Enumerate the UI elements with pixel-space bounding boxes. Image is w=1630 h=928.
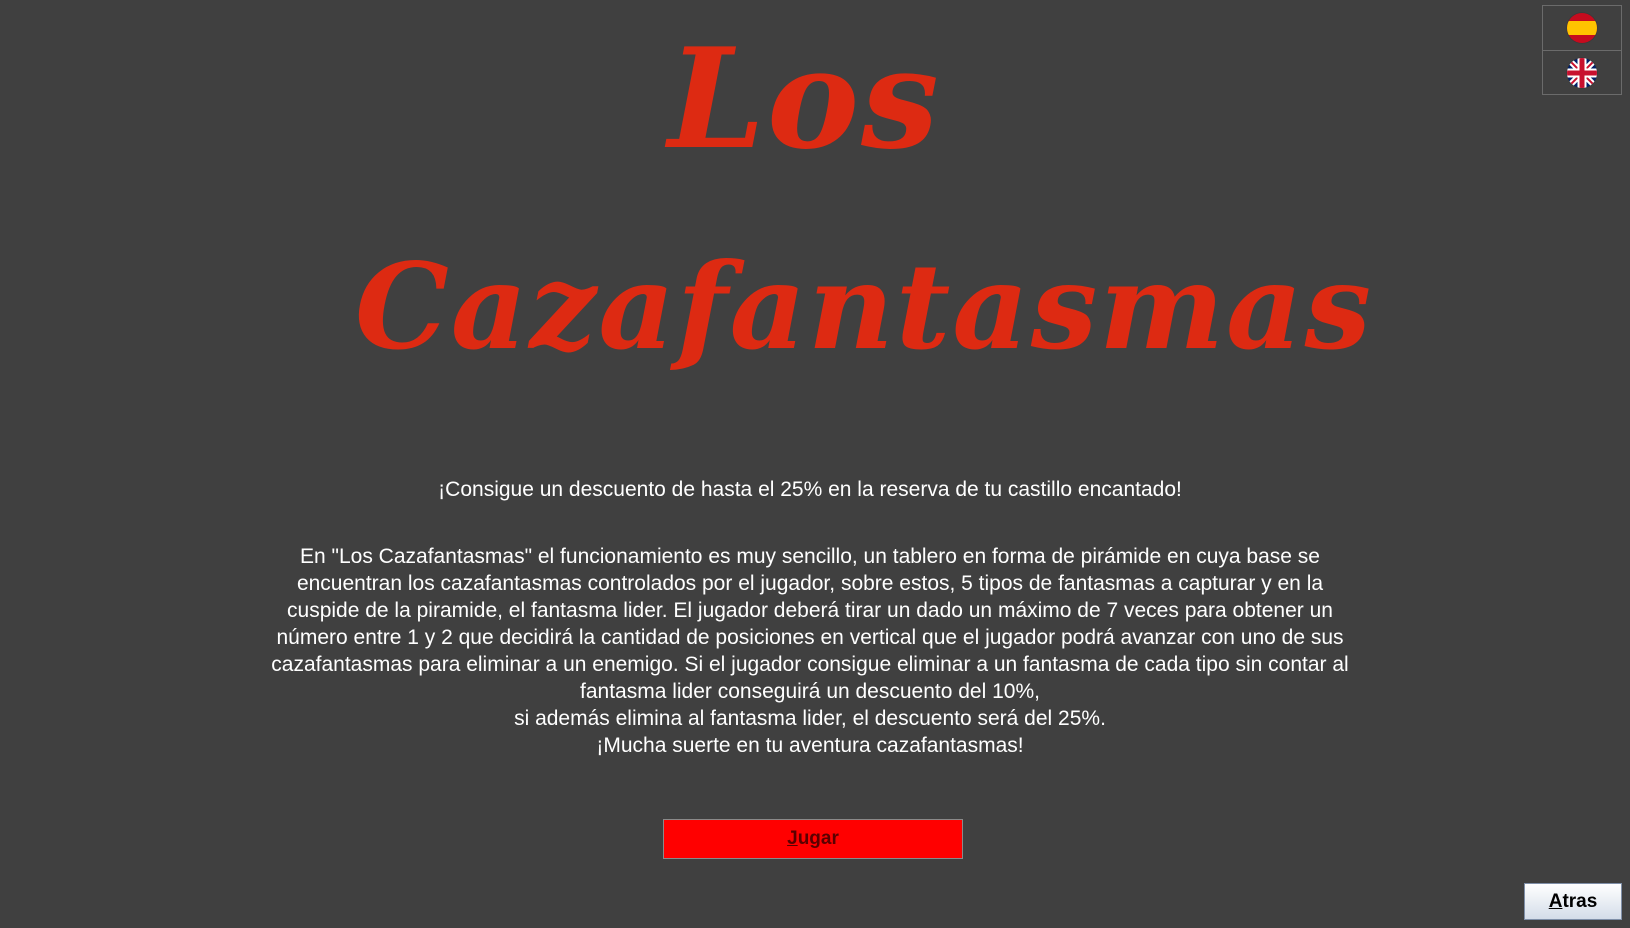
back-button-mnemonic: A bbox=[1548, 891, 1563, 912]
language-selector bbox=[1542, 5, 1622, 95]
play-button-mnemonic: J bbox=[787, 828, 798, 849]
page-title-line-2: Cazafantasmas bbox=[355, 237, 1373, 376]
back-button[interactable]: Atras bbox=[1524, 883, 1622, 920]
game-description: En "Los Cazafantasmas" el funcionamiento… bbox=[270, 543, 1350, 759]
description-paragraph: ¡Mucha suerte en tu aventura cazafantasm… bbox=[596, 734, 1024, 757]
play-button[interactable]: Jugar bbox=[663, 819, 963, 859]
page-title-line-1: Los bbox=[668, 17, 941, 180]
language-english-button[interactable] bbox=[1543, 51, 1621, 95]
play-button-label: ugar bbox=[797, 828, 839, 849]
language-spanish-button[interactable] bbox=[1543, 6, 1621, 51]
description-paragraph: si además elimina al fantasma lider, el … bbox=[514, 707, 1106, 730]
promo-text: ¡Consigue un descuento de hasta el 25% e… bbox=[438, 478, 1182, 501]
spain-flag-icon bbox=[1567, 13, 1597, 43]
uk-flag-icon bbox=[1567, 58, 1597, 88]
back-button-label: tras bbox=[1562, 891, 1598, 912]
description-paragraph: En "Los Cazafantasmas" el funcionamiento… bbox=[271, 545, 1349, 703]
